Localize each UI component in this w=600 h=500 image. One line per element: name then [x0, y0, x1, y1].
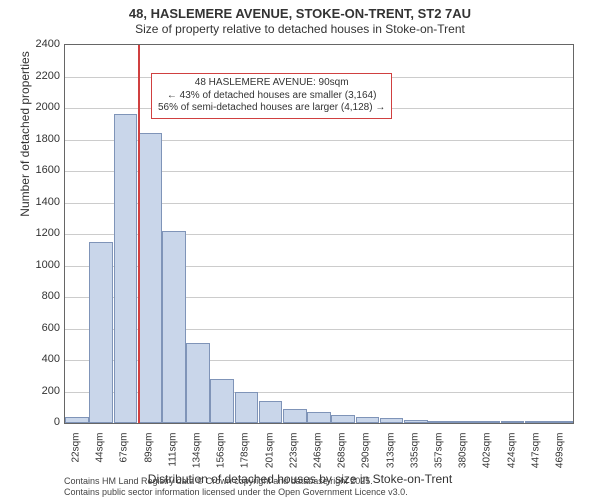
- histogram-bar: [210, 379, 234, 423]
- y-tick-label: 0: [20, 416, 60, 428]
- histogram-bar: [162, 231, 186, 423]
- y-tick-label: 1600: [20, 164, 60, 176]
- y-tick-label: 1800: [20, 133, 60, 145]
- y-tick-label: 1200: [20, 227, 60, 239]
- histogram-bar: [283, 409, 307, 423]
- x-tick-label: 424sqm: [506, 433, 517, 483]
- histogram-bar: [380, 418, 404, 423]
- histogram-bar: [525, 421, 549, 423]
- histogram-bar: [549, 421, 573, 423]
- chart-title: 48, HASLEMERE AVENUE, STOKE-ON-TRENT, ST…: [0, 0, 600, 21]
- plot-area: 48 HASLEMERE AVENUE: 90sqm← 43% of detac…: [64, 44, 574, 424]
- annotation-callout: 48 HASLEMERE AVENUE: 90sqm← 43% of detac…: [151, 73, 392, 119]
- histogram-bar: [259, 401, 283, 423]
- y-tick-label: 2400: [20, 38, 60, 50]
- y-tick-label: 200: [20, 385, 60, 397]
- y-tick-label: 1000: [20, 259, 60, 271]
- x-tick-label: 134sqm: [192, 433, 203, 483]
- histogram-bar: [235, 392, 259, 424]
- x-tick-label: 223sqm: [288, 433, 299, 483]
- x-tick-label: 357sqm: [433, 433, 444, 483]
- x-tick-label: 469sqm: [554, 433, 565, 483]
- x-tick-label: 178sqm: [240, 433, 251, 483]
- footer-line-2: Contains public sector information licen…: [64, 487, 408, 497]
- property-marker-line: [138, 45, 140, 423]
- x-tick-label: 111sqm: [167, 433, 178, 483]
- x-tick-label: 246sqm: [313, 433, 324, 483]
- x-tick-label: 89sqm: [143, 433, 154, 483]
- x-tick-label: 44sqm: [95, 433, 106, 483]
- histogram-bar: [428, 421, 452, 423]
- y-tick-label: 600: [20, 322, 60, 334]
- histogram-bar: [65, 417, 89, 423]
- y-tick-label: 2000: [20, 101, 60, 113]
- y-tick-label: 800: [20, 290, 60, 302]
- x-tick-label: 201sqm: [264, 433, 275, 483]
- y-tick-label: 2200: [20, 70, 60, 82]
- histogram-bar: [89, 242, 113, 423]
- chart-container: 48, HASLEMERE AVENUE, STOKE-ON-TRENT, ST…: [0, 0, 600, 500]
- histogram-bar: [331, 415, 355, 423]
- annotation-line: 56% of semi-detached houses are larger (…: [158, 102, 385, 115]
- x-tick-label: 156sqm: [216, 433, 227, 483]
- footer-attribution: Contains HM Land Registry data © Crown c…: [64, 476, 408, 497]
- x-tick-label: 402sqm: [482, 433, 493, 483]
- histogram-bar: [307, 412, 331, 423]
- x-tick-label: 290sqm: [361, 433, 372, 483]
- y-tick-label: 400: [20, 353, 60, 365]
- histogram-bar: [501, 421, 525, 423]
- x-tick-label: 268sqm: [337, 433, 348, 483]
- x-tick-label: 22sqm: [71, 433, 82, 483]
- chart-subtitle: Size of property relative to detached ho…: [0, 22, 600, 36]
- histogram-bar: [114, 114, 138, 423]
- footer-line-1: Contains HM Land Registry data © Crown c…: [64, 476, 408, 486]
- y-tick-label: 1400: [20, 196, 60, 208]
- histogram-bar: [356, 417, 380, 423]
- x-tick-label: 447sqm: [530, 433, 541, 483]
- histogram-bar: [138, 133, 162, 423]
- x-tick-label: 67sqm: [119, 433, 130, 483]
- histogram-bar: [186, 343, 210, 423]
- histogram-bar: [476, 421, 500, 423]
- annotation-line: ← 43% of detached houses are smaller (3,…: [158, 90, 385, 103]
- x-tick-label: 313sqm: [385, 433, 396, 483]
- annotation-line: 48 HASLEMERE AVENUE: 90sqm: [158, 77, 385, 90]
- x-tick-label: 380sqm: [458, 433, 469, 483]
- histogram-bar: [452, 421, 476, 423]
- x-tick-label: 335sqm: [409, 433, 420, 483]
- histogram-bar: [404, 420, 428, 423]
